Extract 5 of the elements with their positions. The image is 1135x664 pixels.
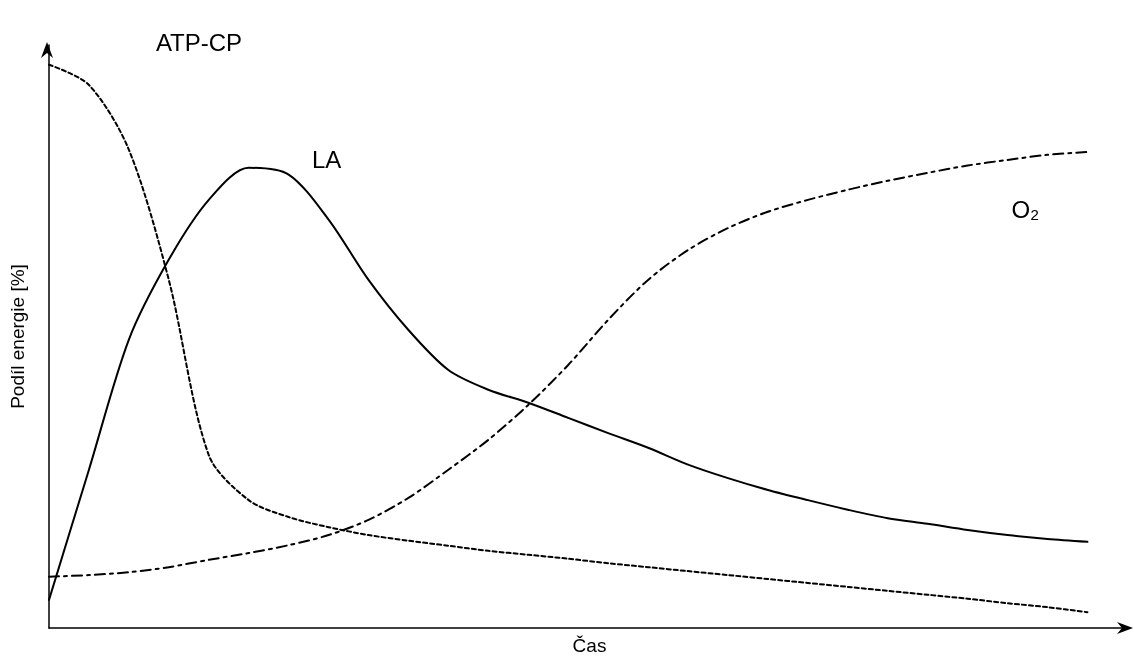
series-label: O₂ xyxy=(1011,196,1040,225)
x-axis-title: Čas xyxy=(572,635,607,656)
series-label: LA xyxy=(312,145,342,174)
text: ATP-CP xyxy=(155,28,243,57)
y-axis-title: Podíl energie [%] xyxy=(7,264,28,409)
